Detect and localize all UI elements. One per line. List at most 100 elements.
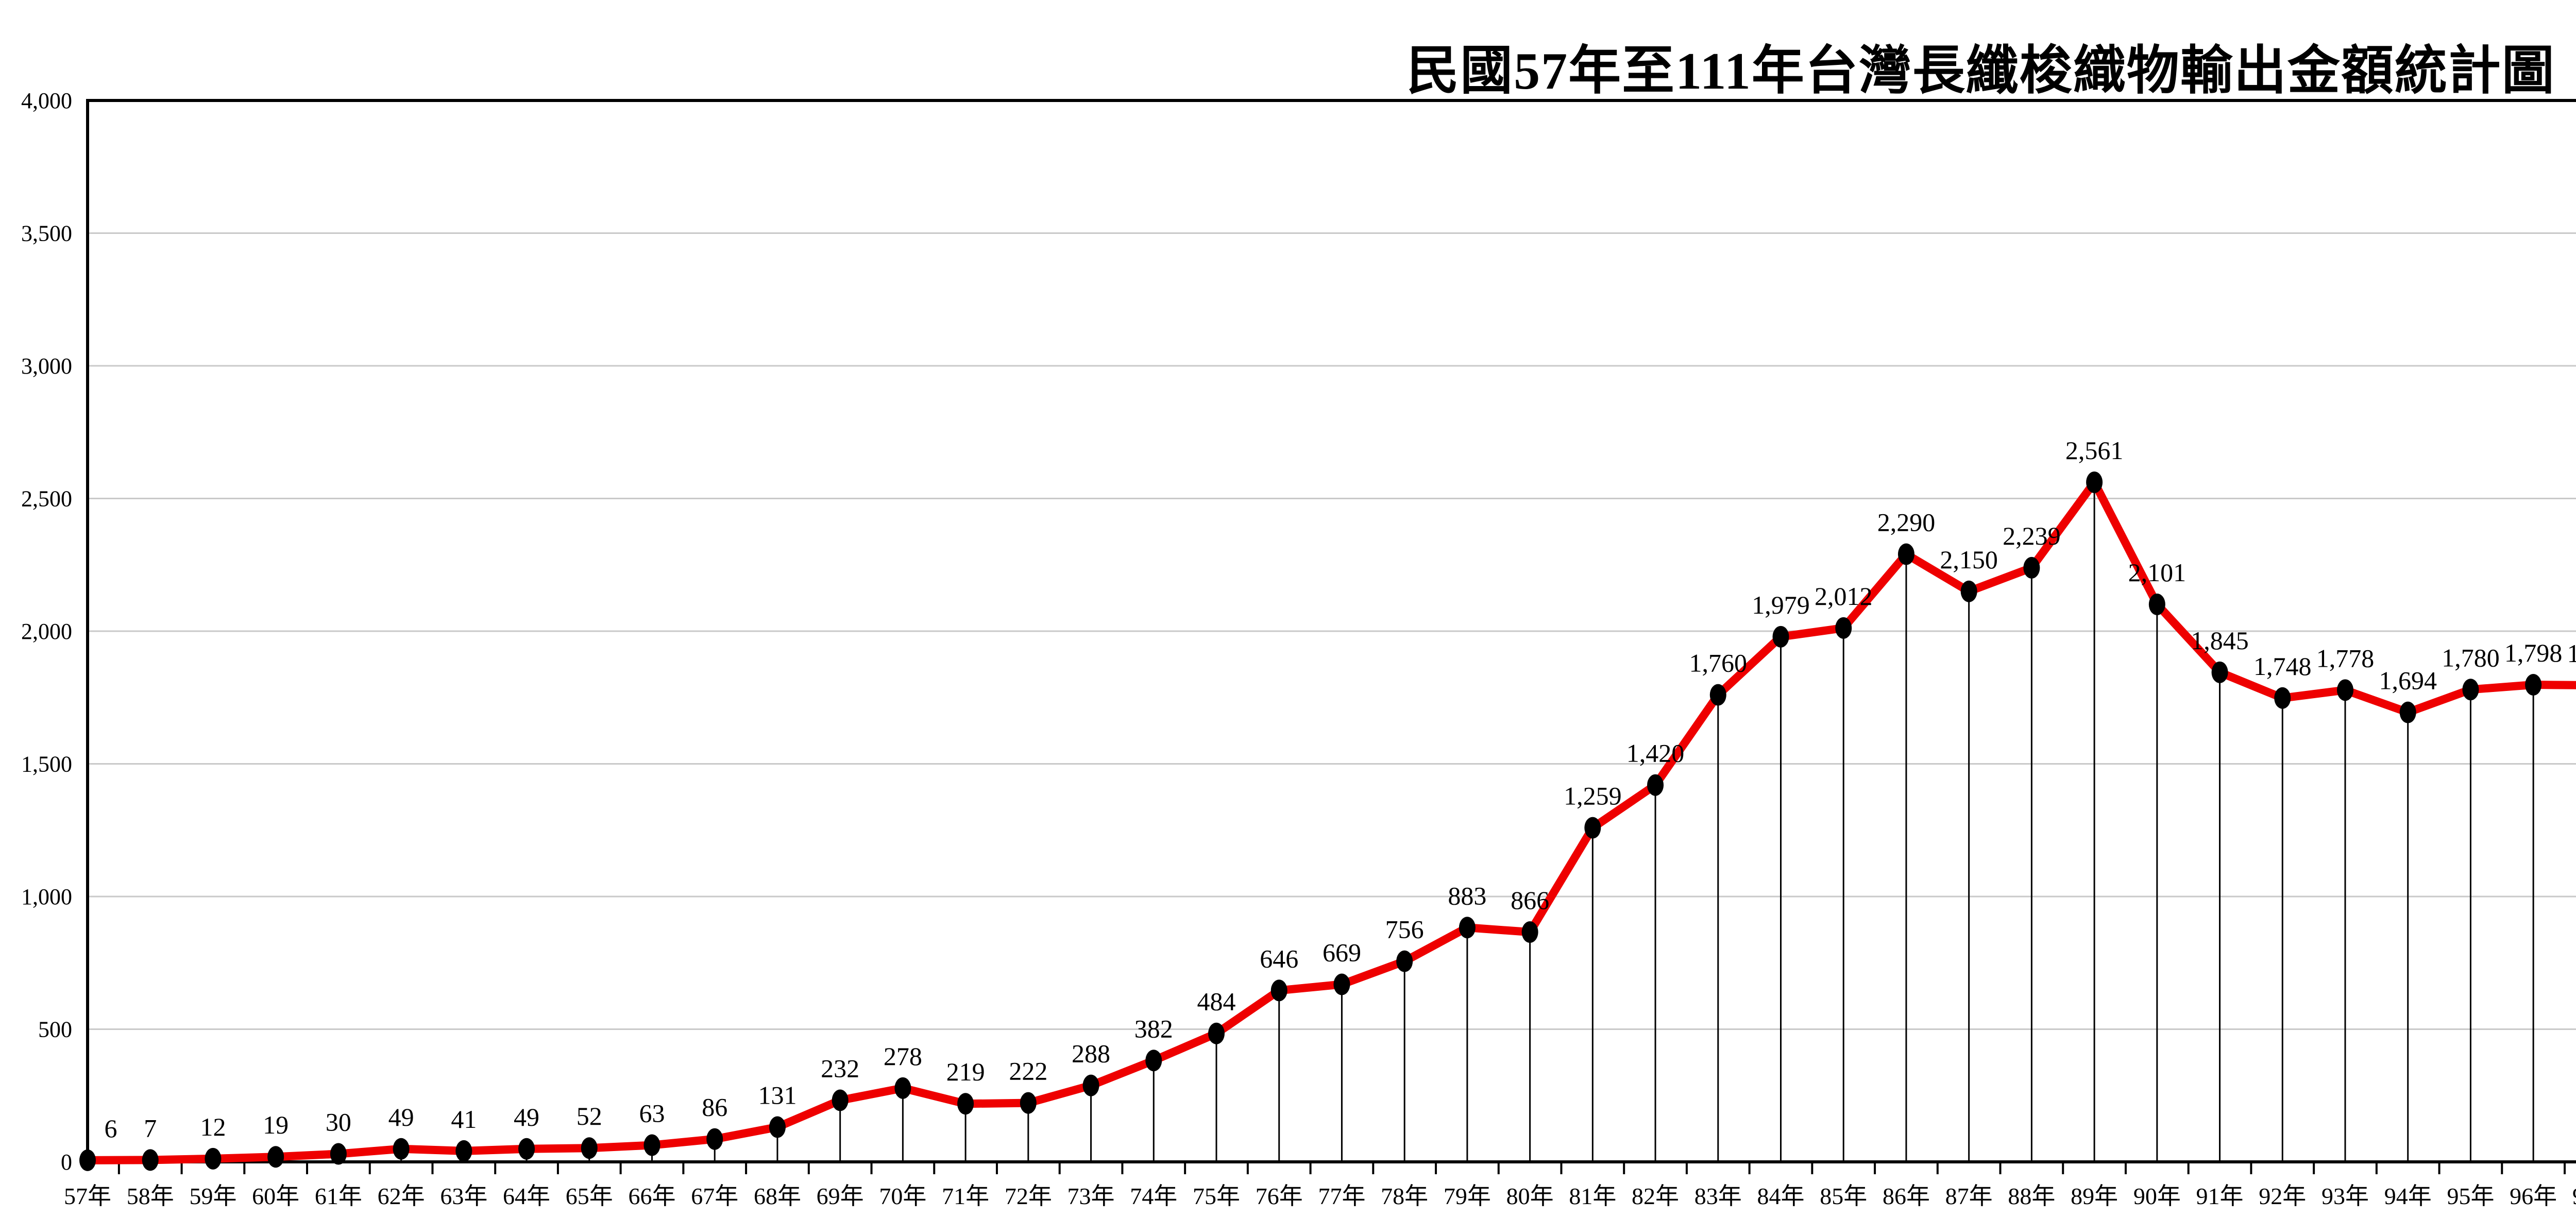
x-tick-label: 91年	[2196, 1183, 2244, 1209]
data-label: 278	[884, 1042, 922, 1071]
data-point-marker	[1145, 1050, 1162, 1072]
data-point-marker	[518, 1138, 535, 1160]
y-tick-label: 0	[61, 1150, 72, 1175]
x-tick-label: 94年	[2384, 1183, 2432, 1209]
data-point-marker	[706, 1128, 723, 1150]
data-point-marker	[1584, 817, 1601, 839]
data-point-marker	[643, 1134, 660, 1156]
data-label: 1,694	[2379, 666, 2437, 695]
data-label: 1,760	[1689, 649, 1748, 678]
data-point-marker	[2462, 679, 2479, 701]
x-tick-label: 76年	[1256, 1183, 1303, 1209]
y-tick-label: 2,000	[21, 619, 72, 644]
data-point-marker	[2525, 674, 2542, 696]
data-point-marker	[205, 1147, 222, 1170]
x-tick-label: 89年	[2071, 1183, 2118, 1209]
data-label: 41	[451, 1105, 477, 1134]
data-point-marker	[957, 1093, 974, 1115]
x-tick-label: 81年	[1569, 1183, 1616, 1209]
data-label: 484	[1197, 987, 1236, 1016]
data-label: 288	[1072, 1039, 1110, 1068]
y-tick-label: 3,000	[21, 353, 72, 379]
x-tick-label: 60年	[252, 1183, 299, 1209]
data-label: 2,561	[2065, 436, 2124, 465]
x-tick-label: 61年	[315, 1183, 362, 1209]
data-label: 49	[514, 1103, 539, 1131]
data-label: 756	[1385, 915, 1424, 944]
x-tick-label: 70年	[879, 1183, 926, 1209]
data-labels: 6 7 12 19 30 49 41 49 52 63 86 131 232 278 219 222 288 38…	[105, 436, 2576, 1143]
data-point-marker	[2211, 661, 2228, 683]
x-tick-label: 83年	[1694, 1183, 1742, 1209]
data-point-marker	[2337, 679, 2353, 701]
data-point-marker	[2086, 471, 2103, 494]
data-label: 866	[1511, 886, 1549, 915]
data-point-marker	[1960, 580, 1977, 602]
data-label: 52	[577, 1102, 602, 1130]
chart-title: 民國57年至111年台灣長纖梭織物輸出金額統計圖	[1406, 42, 2555, 100]
data-label: 2,101	[2128, 558, 2187, 587]
data-label: 1,796	[2567, 639, 2576, 668]
x-tick-label: 96年	[2510, 1183, 2557, 1209]
x-tick-label: 64年	[503, 1183, 550, 1209]
data-label: 19	[263, 1110, 289, 1139]
data-label: 1,798	[2504, 638, 2563, 667]
data-label: 883	[1448, 881, 1486, 910]
x-tick-label: 87年	[1945, 1183, 1993, 1209]
data-point-marker	[330, 1143, 347, 1165]
x-tick-label: 72年	[1005, 1183, 1052, 1209]
y-axis-labels: 4,000 3,500 3,000 2,500 2,000 1,500 1,000 500 0	[21, 88, 72, 1175]
x-axis-ticks	[117, 1162, 2566, 1174]
data-point-marker	[393, 1138, 410, 1160]
y-tick-label: 4,000	[21, 88, 72, 113]
x-tick-label: 80年	[1506, 1183, 1554, 1209]
y-tick-label: 500	[38, 1017, 72, 1042]
data-point-marker	[2399, 701, 2416, 723]
x-tick-label: 65年	[566, 1183, 613, 1209]
data-label: 222	[1009, 1057, 1047, 1086]
data-point-marker	[1521, 921, 1538, 943]
x-tick-label: 69年	[817, 1183, 864, 1209]
x-tick-label: 75年	[1193, 1183, 1240, 1209]
data-point-marker	[1709, 684, 1726, 706]
drop-lines	[87, 482, 2534, 1162]
data-label: 2,150	[1940, 545, 1998, 574]
x-tick-label: 97年	[2572, 1183, 2576, 1209]
data-label: 1,780	[2442, 643, 2500, 672]
data-label: 30	[326, 1108, 351, 1137]
data-point-marker	[1459, 917, 1476, 939]
x-tick-label: 59年	[189, 1183, 236, 1209]
data-point-marker	[2023, 556, 2040, 579]
data-point-marker	[1333, 973, 1350, 995]
data-label: 1,778	[2316, 644, 2375, 672]
data-label: 86	[702, 1093, 727, 1122]
y-tick-label: 3,500	[21, 221, 72, 246]
x-tick-label: 74年	[1130, 1183, 1177, 1209]
data-point-marker	[267, 1146, 284, 1168]
x-tick-label: 66年	[629, 1183, 676, 1209]
data-point-marker	[1647, 774, 1664, 796]
data-point-marker	[2148, 593, 2165, 615]
data-point-marker	[142, 1149, 159, 1171]
x-tick-label: 62年	[378, 1183, 425, 1209]
data-point-marker	[769, 1116, 786, 1138]
data-label: 1,748	[2253, 652, 2312, 681]
data-label: 1,420	[1626, 739, 1685, 768]
data-point-marker	[581, 1137, 598, 1159]
x-tick-label: 93年	[2321, 1183, 2369, 1209]
x-tick-label: 90年	[2133, 1183, 2181, 1209]
data-point-marker	[1082, 1074, 1099, 1096]
x-tick-label: 84年	[1757, 1183, 1805, 1209]
data-point-marker	[79, 1149, 96, 1171]
data-point-marker	[1772, 626, 1789, 648]
data-label: 63	[639, 1099, 665, 1128]
y-tick-label: 1,000	[21, 884, 72, 909]
data-label: 131	[758, 1081, 796, 1110]
data-label: 2,239	[2003, 521, 2061, 550]
x-tick-label: 95年	[2447, 1183, 2494, 1209]
data-point-marker	[455, 1140, 472, 1162]
data-label: 382	[1134, 1014, 1173, 1043]
x-tick-label: 71年	[942, 1183, 989, 1209]
